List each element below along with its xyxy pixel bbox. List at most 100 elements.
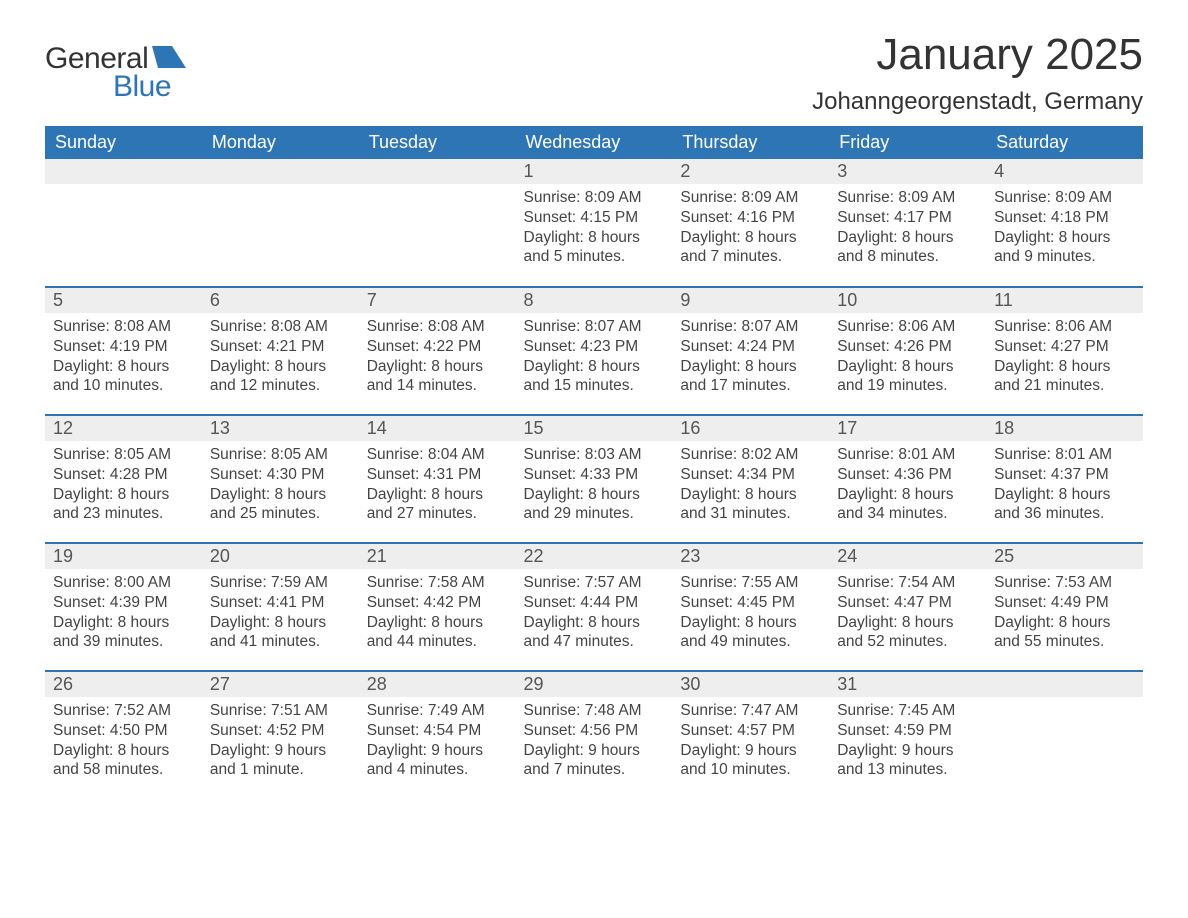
day-number: 4 <box>986 159 1143 184</box>
day-details: Sunrise: 8:07 AMSunset: 4:23 PMDaylight:… <box>516 313 673 404</box>
calendar-day-cell: 29Sunrise: 7:48 AMSunset: 4:56 PMDayligh… <box>516 671 673 799</box>
sunrise-text: Sunrise: 8:07 AM <box>680 317 821 337</box>
sunrise-text: Sunrise: 7:52 AM <box>53 701 194 721</box>
day-number: 12 <box>45 416 202 441</box>
daylight-text: Daylight: 8 hours and 41 minutes. <box>210 613 351 653</box>
logo: General Blue <box>45 30 186 104</box>
calendar-day-cell: 17Sunrise: 8:01 AMSunset: 4:36 PMDayligh… <box>829 415 986 543</box>
day-details: Sunrise: 7:55 AMSunset: 4:45 PMDaylight:… <box>672 569 829 660</box>
day-number: 27 <box>202 672 359 697</box>
sunset-text: Sunset: 4:28 PM <box>53 465 194 485</box>
sunrise-text: Sunrise: 8:02 AM <box>680 445 821 465</box>
sunset-text: Sunset: 4:27 PM <box>994 337 1135 357</box>
calendar-day-cell: 1Sunrise: 8:09 AMSunset: 4:15 PMDaylight… <box>516 159 673 287</box>
sunrise-text: Sunrise: 8:08 AM <box>367 317 508 337</box>
day-details: Sunrise: 8:06 AMSunset: 4:27 PMDaylight:… <box>986 313 1143 404</box>
sunset-text: Sunset: 4:44 PM <box>524 593 665 613</box>
calendar-week-row: 1Sunrise: 8:09 AMSunset: 4:15 PMDaylight… <box>45 159 1143 287</box>
sunset-text: Sunset: 4:37 PM <box>994 465 1135 485</box>
sunset-text: Sunset: 4:47 PM <box>837 593 978 613</box>
sunset-text: Sunset: 4:16 PM <box>680 208 821 228</box>
daylight-text: Daylight: 9 hours and 1 minute. <box>210 741 351 781</box>
sunrise-text: Sunrise: 7:49 AM <box>367 701 508 721</box>
weekday-header-row: Sunday Monday Tuesday Wednesday Thursday… <box>45 126 1143 159</box>
sunrise-text: Sunrise: 8:08 AM <box>210 317 351 337</box>
sunset-text: Sunset: 4:26 PM <box>837 337 978 357</box>
calendar-day-cell: 4Sunrise: 8:09 AMSunset: 4:18 PMDaylight… <box>986 159 1143 287</box>
calendar-day-cell: 13Sunrise: 8:05 AMSunset: 4:30 PMDayligh… <box>202 415 359 543</box>
calendar-day-cell: 5Sunrise: 8:08 AMSunset: 4:19 PMDaylight… <box>45 287 202 415</box>
daylight-text: Daylight: 8 hours and 8 minutes. <box>837 228 978 268</box>
sunrise-text: Sunrise: 7:53 AM <box>994 573 1135 593</box>
day-number: 29 <box>516 672 673 697</box>
sunset-text: Sunset: 4:56 PM <box>524 721 665 741</box>
daylight-text: Daylight: 9 hours and 10 minutes. <box>680 741 821 781</box>
day-details: Sunrise: 8:09 AMSunset: 4:18 PMDaylight:… <box>986 184 1143 275</box>
sunset-text: Sunset: 4:24 PM <box>680 337 821 357</box>
day-number: 31 <box>829 672 986 697</box>
day-number: 24 <box>829 544 986 569</box>
sunset-text: Sunset: 4:49 PM <box>994 593 1135 613</box>
month-title: January 2025 <box>812 30 1143 80</box>
sunrise-text: Sunrise: 7:55 AM <box>680 573 821 593</box>
day-details: Sunrise: 7:54 AMSunset: 4:47 PMDaylight:… <box>829 569 986 660</box>
day-details: Sunrise: 8:00 AMSunset: 4:39 PMDaylight:… <box>45 569 202 660</box>
calendar-day-cell <box>359 159 516 287</box>
calendar-day-cell: 12Sunrise: 8:05 AMSunset: 4:28 PMDayligh… <box>45 415 202 543</box>
logo-flag-icon <box>152 46 186 73</box>
sunset-text: Sunset: 4:23 PM <box>524 337 665 357</box>
day-number-bar <box>359 159 516 184</box>
daylight-text: Daylight: 8 hours and 7 minutes. <box>680 228 821 268</box>
day-details: Sunrise: 7:45 AMSunset: 4:59 PMDaylight:… <box>829 697 986 788</box>
sunrise-text: Sunrise: 8:09 AM <box>837 188 978 208</box>
calendar-day-cell <box>202 159 359 287</box>
sunrise-text: Sunrise: 8:03 AM <box>524 445 665 465</box>
calendar-day-cell: 28Sunrise: 7:49 AMSunset: 4:54 PMDayligh… <box>359 671 516 799</box>
calendar-day-cell: 11Sunrise: 8:06 AMSunset: 4:27 PMDayligh… <box>986 287 1143 415</box>
daylight-text: Daylight: 8 hours and 12 minutes. <box>210 357 351 397</box>
day-number: 7 <box>359 288 516 313</box>
day-details: Sunrise: 7:58 AMSunset: 4:42 PMDaylight:… <box>359 569 516 660</box>
sunset-text: Sunset: 4:18 PM <box>994 208 1135 228</box>
day-details: Sunrise: 7:57 AMSunset: 4:44 PMDaylight:… <box>516 569 673 660</box>
calendar-day-cell: 21Sunrise: 7:58 AMSunset: 4:42 PMDayligh… <box>359 543 516 671</box>
sunset-text: Sunset: 4:19 PM <box>53 337 194 357</box>
day-number-bar <box>986 672 1143 697</box>
sunset-text: Sunset: 4:39 PM <box>53 593 194 613</box>
day-number: 26 <box>45 672 202 697</box>
sunrise-text: Sunrise: 8:06 AM <box>994 317 1135 337</box>
calendar-day-cell: 10Sunrise: 8:06 AMSunset: 4:26 PMDayligh… <box>829 287 986 415</box>
sunset-text: Sunset: 4:45 PM <box>680 593 821 613</box>
day-number-bar <box>45 159 202 184</box>
daylight-text: Daylight: 8 hours and 10 minutes. <box>53 357 194 397</box>
sunset-text: Sunset: 4:22 PM <box>367 337 508 357</box>
day-number: 25 <box>986 544 1143 569</box>
daylight-text: Daylight: 8 hours and 25 minutes. <box>210 485 351 525</box>
weekday-header: Friday <box>829 126 986 159</box>
calendar-day-cell: 20Sunrise: 7:59 AMSunset: 4:41 PMDayligh… <box>202 543 359 671</box>
day-details: Sunrise: 8:08 AMSunset: 4:22 PMDaylight:… <box>359 313 516 404</box>
daylight-text: Daylight: 8 hours and 27 minutes. <box>367 485 508 525</box>
day-details: Sunrise: 8:06 AMSunset: 4:26 PMDaylight:… <box>829 313 986 404</box>
calendar-day-cell: 2Sunrise: 8:09 AMSunset: 4:16 PMDaylight… <box>672 159 829 287</box>
sunset-text: Sunset: 4:36 PM <box>837 465 978 485</box>
sunset-text: Sunset: 4:31 PM <box>367 465 508 485</box>
daylight-text: Daylight: 8 hours and 17 minutes. <box>680 357 821 397</box>
day-number: 19 <box>45 544 202 569</box>
sunrise-text: Sunrise: 8:04 AM <box>367 445 508 465</box>
calendar-day-cell: 6Sunrise: 8:08 AMSunset: 4:21 PMDaylight… <box>202 287 359 415</box>
calendar-day-cell: 18Sunrise: 8:01 AMSunset: 4:37 PMDayligh… <box>986 415 1143 543</box>
daylight-text: Daylight: 8 hours and 44 minutes. <box>367 613 508 653</box>
day-details: Sunrise: 8:09 AMSunset: 4:15 PMDaylight:… <box>516 184 673 275</box>
calendar-day-cell: 16Sunrise: 8:02 AMSunset: 4:34 PMDayligh… <box>672 415 829 543</box>
sunset-text: Sunset: 4:59 PM <box>837 721 978 741</box>
day-details: Sunrise: 8:05 AMSunset: 4:30 PMDaylight:… <box>202 441 359 532</box>
sunrise-text: Sunrise: 8:05 AM <box>53 445 194 465</box>
day-number: 28 <box>359 672 516 697</box>
day-number: 2 <box>672 159 829 184</box>
page-header: General Blue January 2025 Johanngeorgens… <box>45 30 1143 116</box>
sunset-text: Sunset: 4:30 PM <box>210 465 351 485</box>
sunrise-text: Sunrise: 8:01 AM <box>837 445 978 465</box>
day-details: Sunrise: 7:49 AMSunset: 4:54 PMDaylight:… <box>359 697 516 788</box>
calendar-day-cell: 24Sunrise: 7:54 AMSunset: 4:47 PMDayligh… <box>829 543 986 671</box>
